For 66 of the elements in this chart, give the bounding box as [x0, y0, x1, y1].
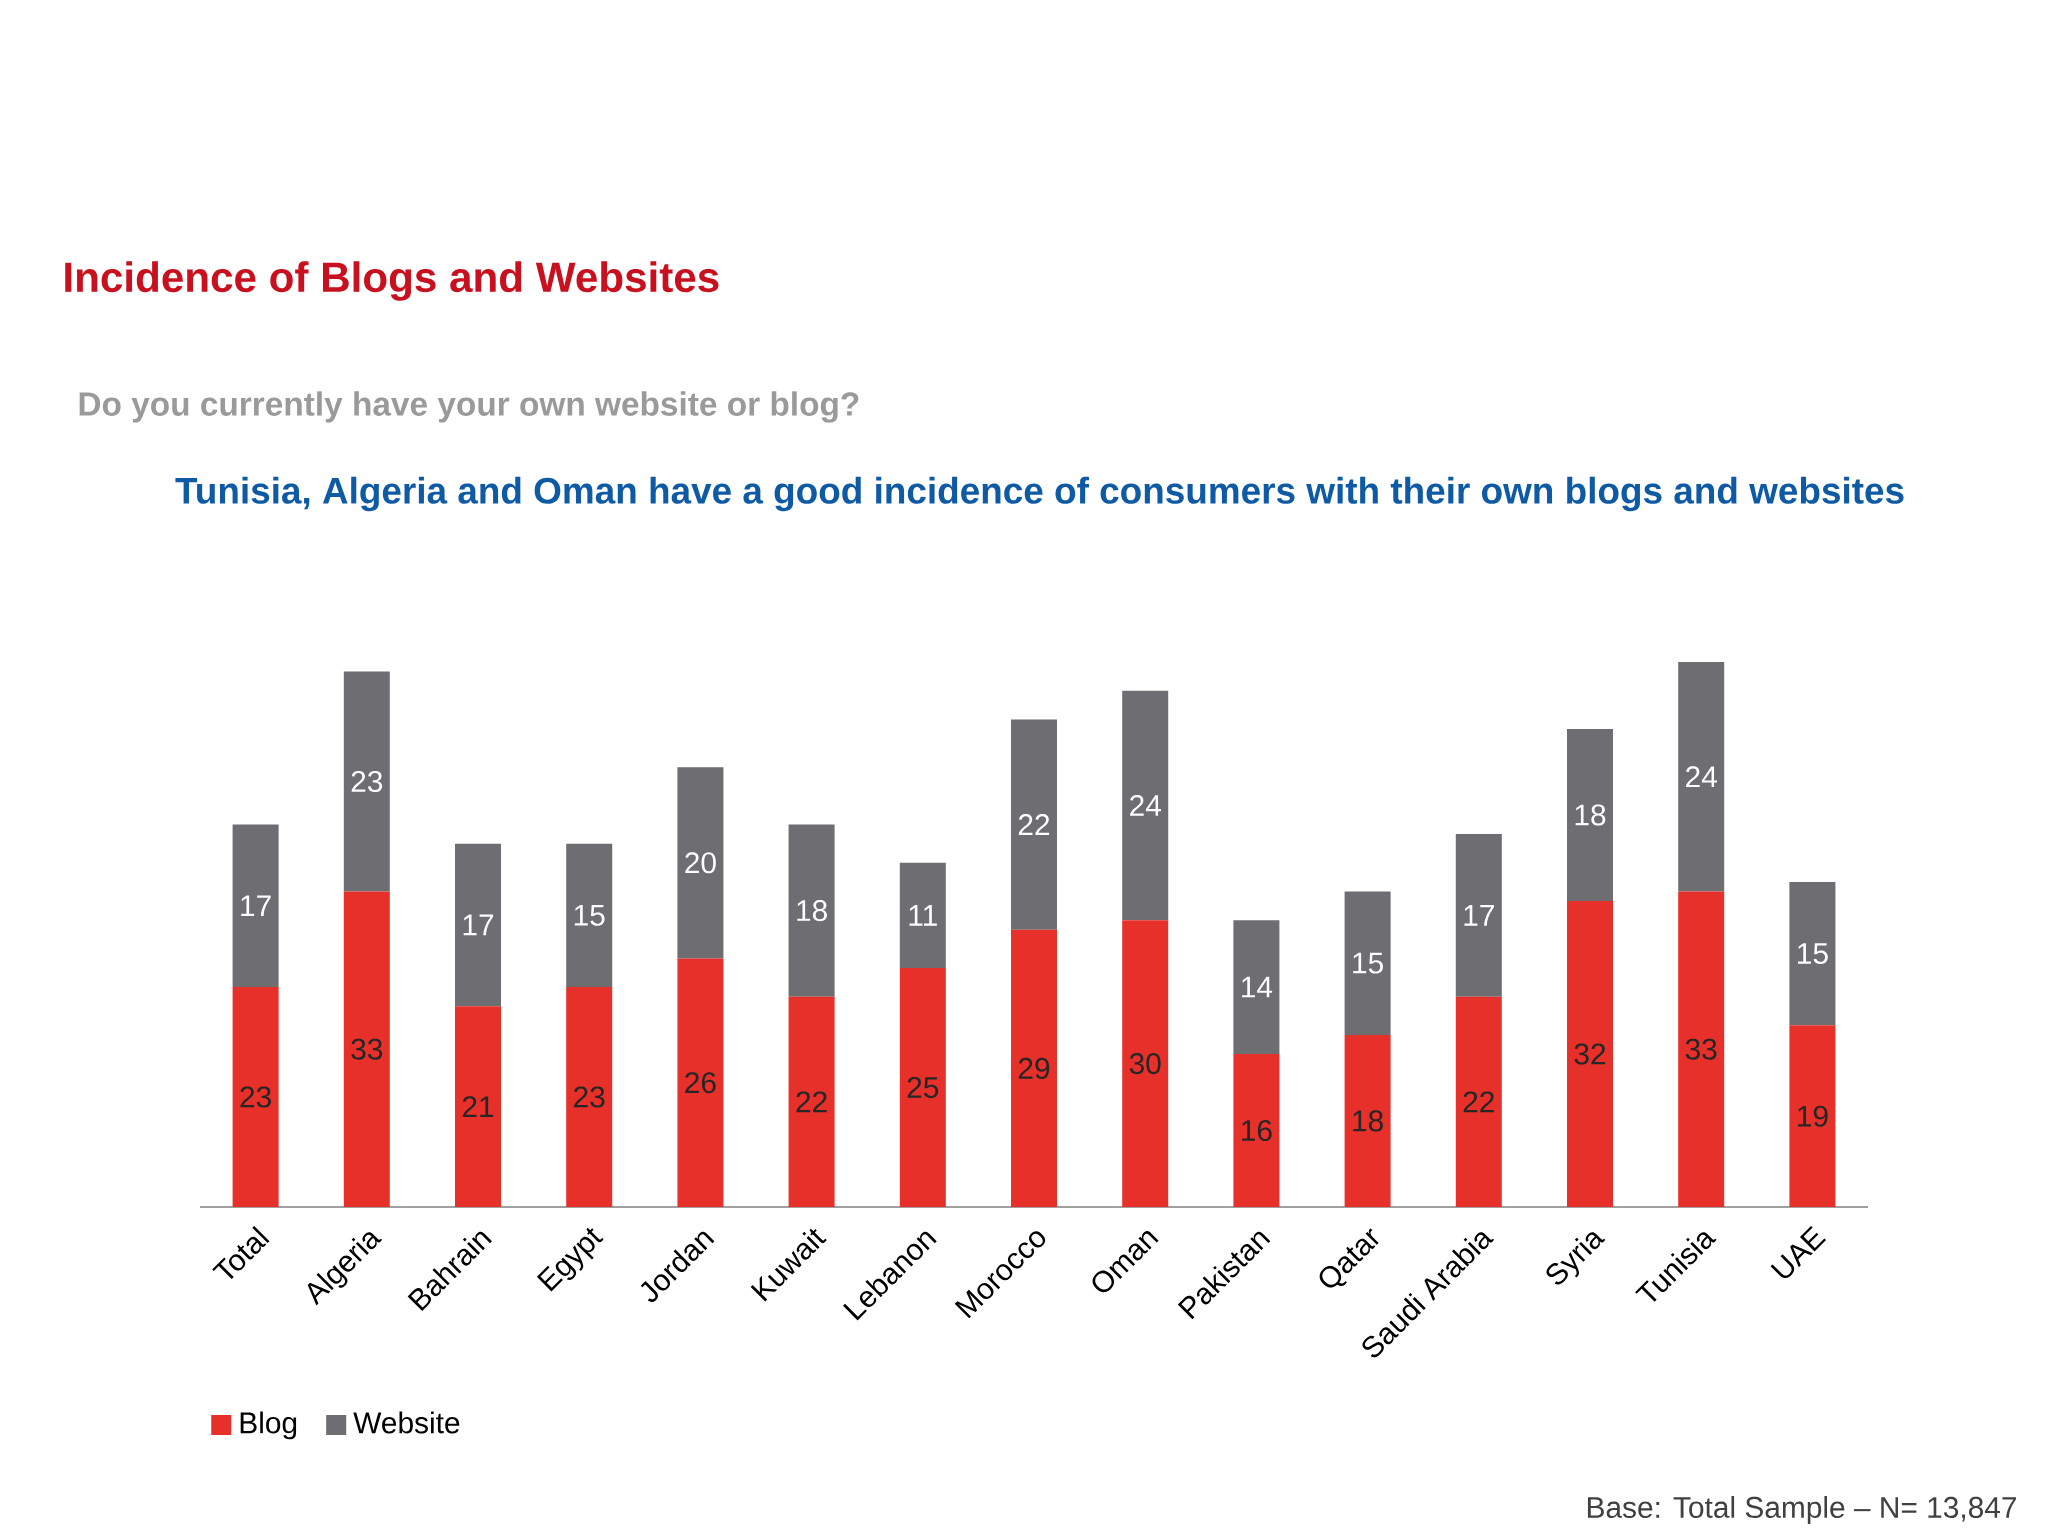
bar	[1678, 662, 1725, 892]
bar	[1011, 719, 1057, 930]
data-label: 18	[1575, 804, 1606, 826]
bar	[1122, 920, 1169, 1207]
bar	[788, 824, 835, 997]
data-label: 17	[1464, 905, 1494, 926]
bar	[1789, 881, 1836, 1026]
bar	[343, 671, 390, 892]
data-label: 23	[574, 1086, 605, 1108]
data-label: 33	[1685, 1038, 1717, 1060]
bar	[1455, 996, 1502, 1207]
bar	[1233, 920, 1280, 1055]
data-label: 24	[1130, 794, 1161, 816]
bar	[1344, 891, 1391, 1035]
data-label: 32	[1574, 1043, 1606, 1065]
chart-title: Incidence of Blogs and Websites	[65, 261, 719, 301]
data-label: 30	[1129, 1053, 1161, 1075]
bar	[1567, 728, 1614, 902]
bar	[1455, 834, 1502, 997]
data-label: 23	[240, 1086, 271, 1108]
bar	[232, 824, 279, 988]
bar	[788, 996, 835, 1207]
text: Base: Total Sample – N= 13,847	[1587, 1496, 2016, 1524]
chart-subtitle: Do you currently have your own website or blog?	[79, 391, 859, 423]
data-label: 25	[907, 1076, 939, 1099]
data-label: 14	[1242, 976, 1273, 998]
data-label: 16	[1242, 1119, 1272, 1142]
bar	[677, 958, 724, 1207]
data-label: 17	[241, 895, 271, 917]
bar	[899, 967, 946, 1207]
data-label: 15	[1798, 943, 1828, 964]
data-label: 22	[1018, 814, 1050, 835]
data-label: 22	[1463, 1091, 1494, 1113]
data-label: 29	[1018, 1057, 1050, 1079]
text: Tunisia, Algeria and Oman have a good incidence of consumers with their own blogs and websites	[175, 476, 1904, 512]
data-label: 24	[1686, 766, 1717, 788]
data-label: 19	[1798, 1105, 1828, 1127]
data-label: 21	[462, 1096, 494, 1118]
bar	[566, 843, 613, 988]
data-label: 11	[909, 905, 937, 926]
bar	[1678, 891, 1725, 1207]
bar	[232, 987, 279, 1207]
legend-label: Website	[353, 1411, 460, 1434]
data-label: 15	[1353, 952, 1383, 974]
bar	[1233, 1054, 1280, 1207]
data-label: 26	[685, 1072, 716, 1094]
bar	[455, 1006, 502, 1207]
data-label: 18	[797, 900, 827, 922]
data-label: 22	[796, 1091, 827, 1113]
data-label: 20	[685, 852, 716, 874]
bar	[1011, 929, 1057, 1207]
bar	[1122, 690, 1169, 921]
bar	[677, 767, 724, 959]
data-label: 18	[1353, 1110, 1383, 1132]
bar	[343, 891, 390, 1207]
bar	[1344, 1034, 1391, 1207]
bar	[1789, 1025, 1836, 1207]
data-label: 33	[351, 1038, 383, 1060]
bar	[455, 843, 502, 1007]
data-label: 17	[463, 914, 494, 936]
bar	[899, 862, 946, 968]
legend-label: Blog	[240, 1411, 297, 1440]
data-label: 23	[351, 770, 383, 793]
bar	[1567, 901, 1614, 1207]
bar	[566, 987, 613, 1207]
data-label: 15	[574, 904, 605, 926]
